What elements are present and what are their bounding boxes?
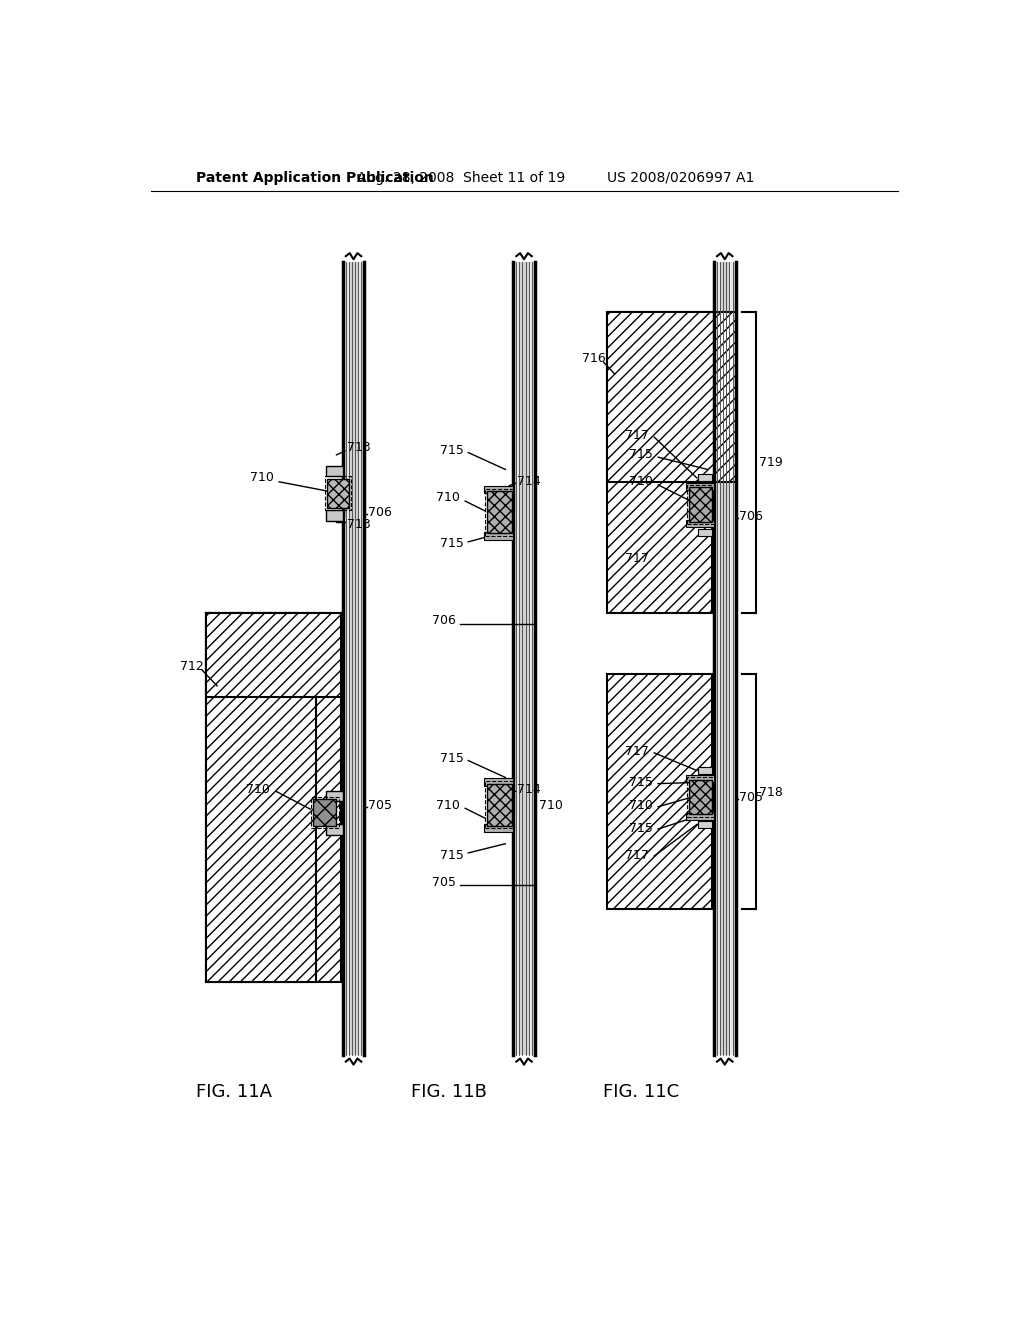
Bar — [686, 813, 714, 820]
Bar — [483, 486, 513, 494]
Text: 706: 706 — [432, 614, 456, 627]
Text: US 2008/0206997 A1: US 2008/0206997 A1 — [607, 170, 755, 185]
Text: 715: 715 — [629, 776, 652, 788]
Bar — [689, 487, 713, 521]
Text: 705: 705 — [739, 791, 764, 804]
Bar — [206, 612, 315, 982]
Text: 715: 715 — [629, 449, 652, 462]
Text: 714: 714 — [517, 783, 541, 796]
Bar — [484, 488, 514, 536]
Bar — [686, 520, 714, 527]
Text: 718: 718 — [759, 785, 782, 799]
Text: 719: 719 — [759, 455, 782, 469]
Bar — [483, 779, 513, 785]
Bar — [686, 775, 714, 781]
Bar — [607, 313, 713, 612]
Bar — [686, 483, 714, 490]
Bar — [698, 474, 713, 480]
Text: 715: 715 — [439, 445, 464, 458]
Text: 705: 705 — [369, 799, 392, 812]
Text: 712: 712 — [180, 660, 204, 673]
Text: 717: 717 — [625, 849, 648, 862]
Bar — [483, 532, 513, 540]
Bar — [486, 491, 512, 533]
Text: 716: 716 — [582, 352, 605, 366]
Text: 705: 705 — [432, 875, 456, 888]
Text: Patent Application Publication: Patent Application Publication — [197, 170, 434, 185]
Text: Aug. 28, 2008  Sheet 11 of 19: Aug. 28, 2008 Sheet 11 of 19 — [357, 170, 565, 185]
Bar — [687, 484, 715, 524]
Bar — [698, 821, 713, 829]
Text: 706: 706 — [369, 506, 392, 519]
Bar — [607, 313, 735, 482]
Bar — [689, 780, 713, 814]
Text: 706: 706 — [739, 510, 763, 523]
Bar — [486, 784, 512, 826]
Bar — [349, 263, 358, 1056]
Text: 715: 715 — [439, 752, 464, 766]
Bar — [206, 612, 341, 982]
Text: 710: 710 — [435, 799, 460, 812]
Bar — [326, 511, 343, 521]
Text: 713: 713 — [346, 441, 371, 454]
Bar — [519, 263, 528, 1056]
Bar — [698, 529, 713, 536]
Text: 714: 714 — [517, 475, 541, 488]
Text: 715: 715 — [629, 822, 652, 834]
Text: 713: 713 — [346, 517, 371, 531]
Text: 710: 710 — [246, 783, 269, 796]
Text: 710: 710 — [250, 471, 273, 484]
Bar — [484, 781, 514, 829]
Text: 717: 717 — [625, 429, 648, 442]
Text: 710: 710 — [539, 799, 562, 812]
Bar — [328, 479, 349, 508]
Bar — [514, 263, 535, 1056]
Text: 715: 715 — [439, 537, 464, 550]
Bar — [326, 466, 343, 477]
Bar — [483, 825, 513, 832]
Text: 710: 710 — [629, 799, 652, 812]
Text: 710: 710 — [629, 475, 652, 488]
Bar — [715, 263, 735, 1056]
Bar — [687, 777, 715, 817]
Text: 710: 710 — [435, 491, 460, 504]
Text: FIG. 11C: FIG. 11C — [603, 1082, 679, 1101]
Bar — [311, 797, 339, 829]
Bar — [607, 675, 713, 909]
Bar — [698, 767, 713, 774]
Text: FIG. 11B: FIG. 11B — [411, 1082, 486, 1101]
Text: 717: 717 — [625, 744, 648, 758]
Text: 717: 717 — [625, 552, 648, 565]
Bar — [326, 825, 343, 836]
Bar — [313, 799, 337, 826]
Bar — [720, 263, 729, 1056]
Bar — [343, 263, 364, 1056]
Text: FIG. 11A: FIG. 11A — [197, 1082, 272, 1101]
Bar — [206, 612, 341, 697]
Text: 715: 715 — [439, 849, 464, 862]
Bar — [325, 477, 351, 511]
Bar — [326, 791, 343, 801]
